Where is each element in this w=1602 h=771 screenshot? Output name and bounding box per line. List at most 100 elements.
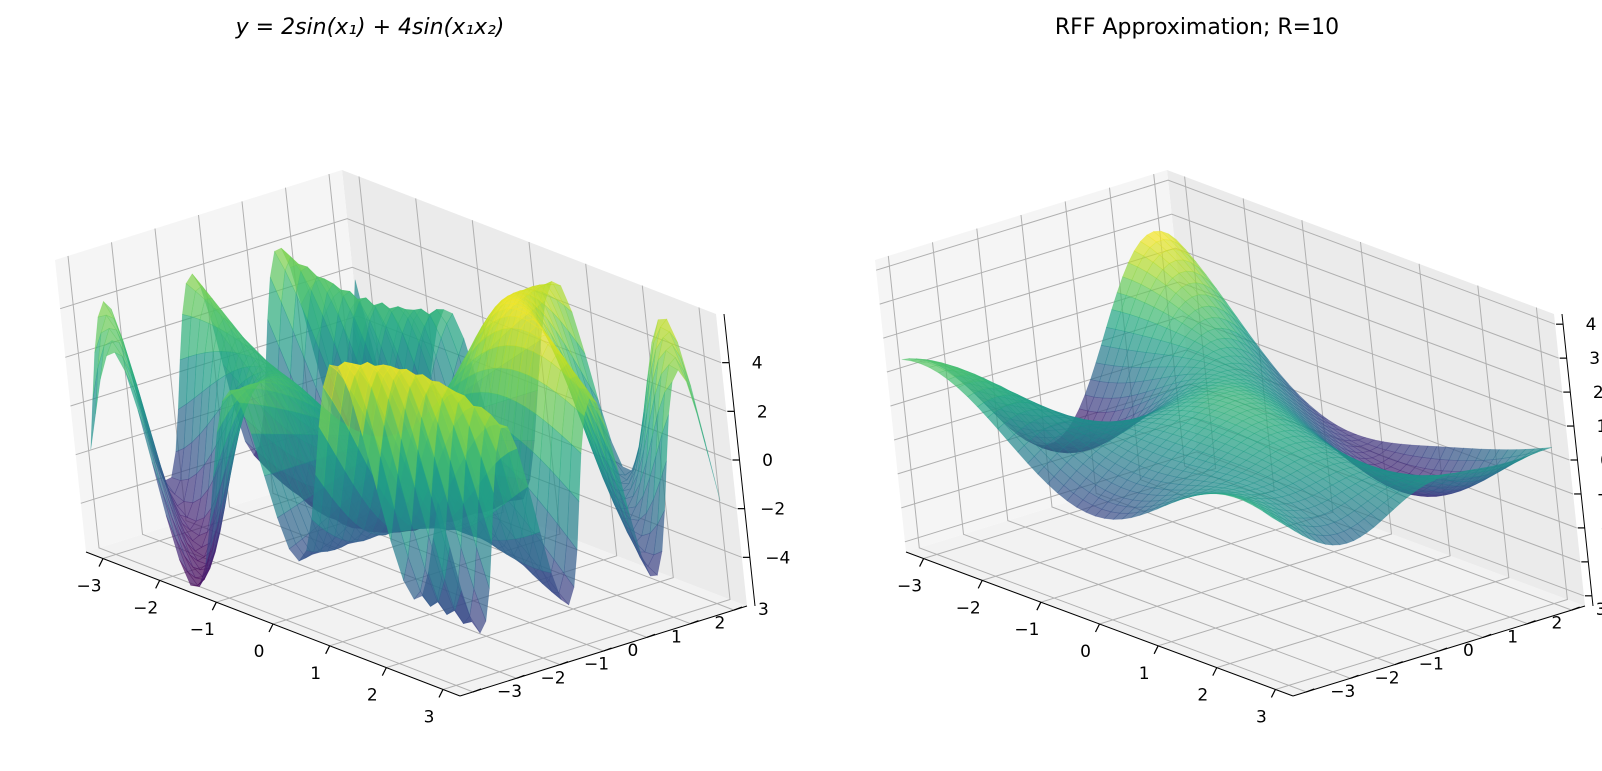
y-grid-line (932, 242, 1351, 679)
y-tick-mark (559, 661, 569, 666)
surface-cell (1396, 487, 1414, 499)
tick-labels: −3 −2 −1 0 1 2 3 −3 −2 −1 0 1 2 3 −4 −2 0 2 4 (76, 354, 790, 728)
z-tick-label: −4 (765, 548, 790, 568)
surface-cell (432, 502, 451, 580)
surface-cell (1390, 492, 1408, 504)
surface-cell (661, 380, 673, 434)
x-tick-mark (268, 623, 274, 633)
z-tick-label: −1 (1597, 485, 1602, 505)
surface-cell (563, 535, 578, 588)
x-tick-mark (155, 580, 161, 589)
x-grid-line (1216, 285, 1510, 669)
surface-cell (1300, 530, 1319, 543)
surface-cell (1270, 514, 1288, 527)
z-tick-label: 1 (1596, 417, 1602, 437)
surface-cell (476, 500, 492, 589)
y-tick-mark (646, 633, 656, 638)
x-tick-mark (211, 601, 217, 611)
x-tick-mark (1153, 645, 1159, 655)
surface-chart-2: RFF Approximation; R=10 −3 −2 −1 0 1 2 3 −3 −2 −1… (875, 15, 1602, 727)
surface (90, 247, 721, 634)
surface-cell (606, 446, 631, 517)
surface (901, 230, 1553, 546)
y-tick-mark (1394, 661, 1403, 666)
x-tick-label: 3 (1256, 707, 1267, 727)
surface-cell (1431, 474, 1448, 478)
y-tick-label: 0 (1463, 641, 1474, 661)
z-grid-line (65, 266, 727, 412)
x-tick-label: 1 (1139, 664, 1150, 684)
surface-cell (1357, 518, 1375, 533)
y-tick-label: −3 (497, 682, 522, 702)
x-tick-label: 2 (1197, 686, 1208, 706)
z-tick-label: −2 (760, 500, 785, 520)
surface-cell (653, 510, 665, 556)
surface-cell (1383, 497, 1401, 510)
z-tick-label: 2 (757, 402, 768, 422)
z-tick-label: 2 (1593, 383, 1602, 403)
x-tick-label: −1 (190, 620, 215, 640)
x-tick-mark (919, 558, 925, 567)
surface-cell (1277, 518, 1296, 532)
surface-cell (1376, 502, 1394, 516)
y-tick-label: 2 (1551, 614, 1562, 634)
surface-cell (1322, 534, 1341, 546)
y-tick-mark (1438, 647, 1448, 652)
z-grid-line (60, 218, 722, 364)
x-tick-label: 2 (367, 686, 378, 706)
x-tick-label: −3 (76, 577, 101, 597)
y-tick-mark (603, 647, 612, 652)
surface-cell (1409, 480, 1428, 489)
surface-cell (454, 589, 473, 624)
x-tick-mark (98, 558, 104, 567)
surface-cell (469, 587, 487, 634)
chart-2-title: RFF Approximation; R=10 (1055, 15, 1339, 40)
surface-cell (683, 370, 709, 457)
surface-cell (659, 414, 669, 481)
y-tick-label: 1 (1507, 627, 1518, 647)
surface-cell (490, 414, 508, 429)
surface-cell (639, 556, 659, 577)
y-tick-mark (472, 688, 482, 693)
y-tick-label: 2 (714, 614, 725, 634)
surface-cell (1403, 483, 1421, 494)
y-tick-label: 3 (1596, 600, 1602, 620)
surface-cell (508, 447, 529, 493)
surface-cell (566, 489, 580, 551)
x-tick-label: 0 (254, 642, 265, 662)
y-tick-label: −2 (1375, 668, 1400, 688)
chart-1-title: y = 2sin(x₁) + 4sin(x₁x₂) (235, 15, 505, 40)
x-tick-label: −2 (956, 598, 981, 618)
z-tick-label: 0 (1600, 451, 1602, 471)
x-tick-label: 1 (310, 664, 321, 684)
surface-cell (1262, 510, 1281, 523)
y-grid-line (887, 255, 1307, 693)
x-tick-label: 3 (424, 707, 435, 727)
y-tick-mark (1527, 620, 1536, 625)
y-tick-label: 3 (758, 600, 769, 620)
x-tick-label: 0 (1080, 642, 1091, 662)
x-tick-mark (381, 667, 387, 676)
surface-cell (1370, 507, 1388, 522)
x-tick-mark (325, 645, 331, 655)
surface-cell (484, 414, 501, 453)
surface-cell (668, 356, 687, 382)
x-grid-line (1099, 241, 1393, 625)
x-tick-label: −1 (1014, 620, 1039, 640)
z-tick-label: −2 (1600, 519, 1602, 539)
z-tick-label: 4 (752, 354, 763, 374)
z-tick-label: 4 (1586, 315, 1597, 335)
z-grid-line (875, 179, 1556, 325)
y-grid-line (1020, 214, 1440, 652)
x-tick-mark (1036, 601, 1042, 611)
y-tick-label: 0 (628, 641, 639, 661)
y-tick-label: 1 (671, 627, 682, 647)
x-tick-mark (977, 580, 983, 589)
y-tick-mark (1350, 674, 1359, 679)
x-tick-mark (438, 689, 444, 698)
x-tick-mark (1094, 623, 1101, 633)
x-grid-line (1275, 307, 1568, 690)
x-tick-mark (1270, 689, 1276, 698)
y-tick-mark (516, 674, 525, 679)
